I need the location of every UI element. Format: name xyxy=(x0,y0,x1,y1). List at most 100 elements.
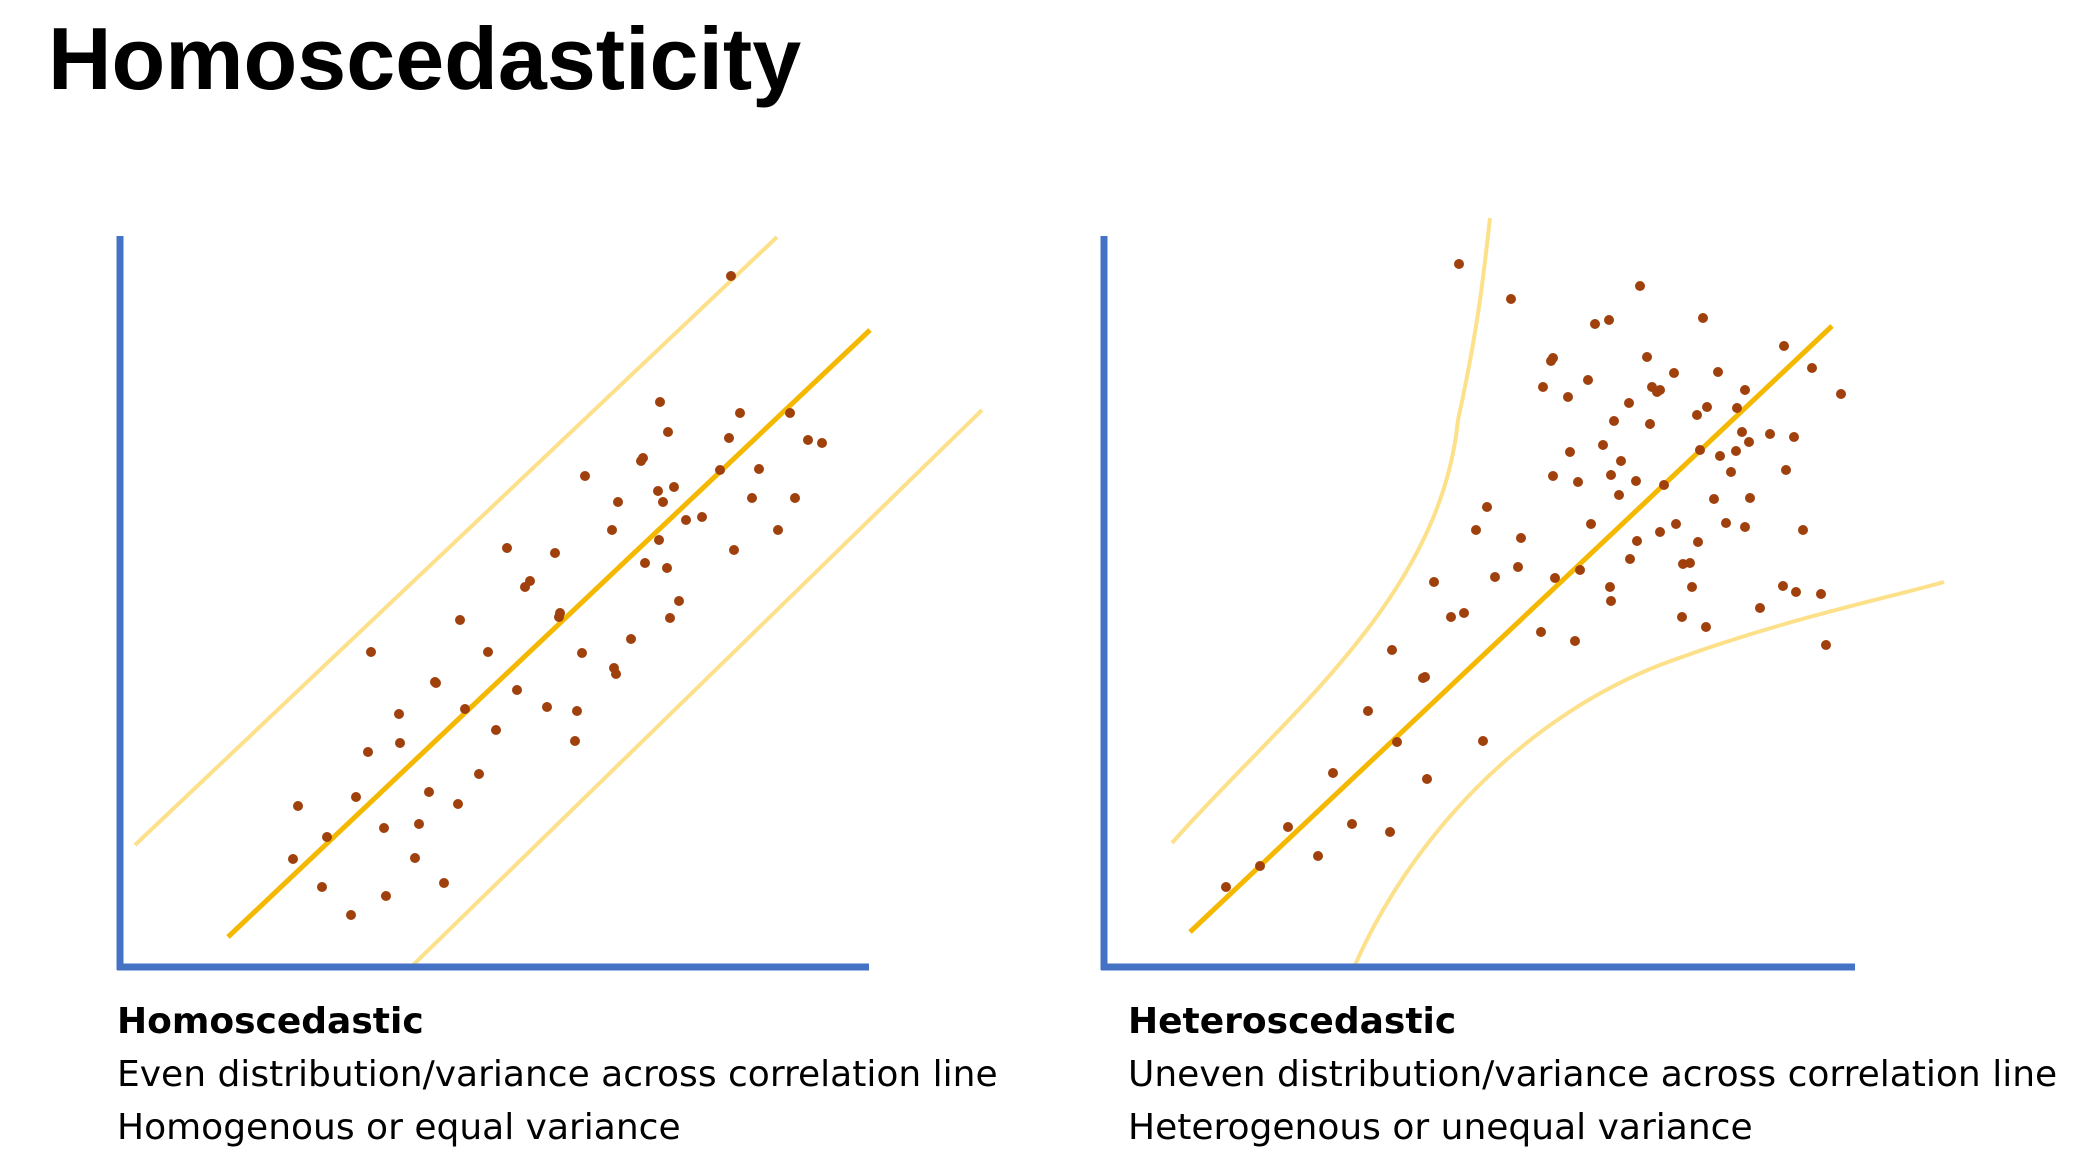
scatter-point xyxy=(1798,525,1808,535)
scatter-point xyxy=(351,792,361,802)
scatter-point xyxy=(1702,402,1712,412)
scatter-point xyxy=(1506,294,1516,304)
scatter-point xyxy=(1614,490,1624,500)
scatter-point xyxy=(1715,451,1725,461)
scatter-point xyxy=(424,787,434,797)
scatter-point xyxy=(729,545,739,555)
scatter-point xyxy=(1387,645,1397,655)
scatter-point xyxy=(1570,636,1580,646)
heteroscedastic-caption: Heteroscedastic Uneven distribution/vari… xyxy=(1128,995,2057,1154)
scatter-point xyxy=(1655,385,1665,395)
scatter-point xyxy=(502,543,512,553)
scatter-point xyxy=(1446,612,1456,622)
scatter-point xyxy=(395,738,405,748)
scatter-point xyxy=(609,663,619,673)
scatter-point xyxy=(1478,736,1488,746)
scatter-point xyxy=(1836,389,1846,399)
scatter-point xyxy=(1605,582,1615,592)
scatter-point xyxy=(1765,429,1775,439)
scatter-point xyxy=(1693,537,1703,547)
scatter-point xyxy=(525,576,535,586)
scatter-point xyxy=(1459,608,1469,618)
scatter-point xyxy=(1692,410,1702,420)
scatter-point xyxy=(715,465,725,475)
scatter-point xyxy=(1565,447,1575,457)
scatter-point xyxy=(580,471,590,481)
scatter-point xyxy=(1221,882,1231,892)
scatter-point xyxy=(322,832,332,842)
scatter-point xyxy=(293,801,303,811)
scatter-point xyxy=(1586,519,1596,529)
scatter-point xyxy=(735,408,745,418)
scatter-point xyxy=(697,512,707,522)
scatter-point xyxy=(1471,525,1481,535)
scatter-point xyxy=(640,558,650,568)
scatter-point xyxy=(747,493,757,503)
scatter-point xyxy=(1731,446,1741,456)
scatter-point xyxy=(1548,353,1558,363)
scatter-point xyxy=(626,634,636,644)
scatter-point xyxy=(570,736,580,746)
scatter-point xyxy=(665,613,675,623)
scatter-point xyxy=(1740,385,1750,395)
scatter-point xyxy=(1789,432,1799,442)
scatter-point xyxy=(1609,416,1619,426)
scatter-point xyxy=(654,535,664,545)
scatter-point xyxy=(483,647,493,657)
scatter-point xyxy=(1548,471,1558,481)
scatter-point xyxy=(1744,437,1754,447)
scatter-point xyxy=(1635,281,1645,291)
scatter-point xyxy=(453,799,463,809)
caption-line: Heterogenous or unequal variance xyxy=(1128,1107,1753,1148)
scatter-point xyxy=(394,709,404,719)
scatter-point xyxy=(655,397,665,407)
scatter-point xyxy=(653,486,663,496)
homoscedastic-caption: Homoscedastic Even distribution/variance… xyxy=(117,995,998,1154)
scatter-point xyxy=(1513,562,1523,572)
scatter-point xyxy=(317,882,327,892)
scatter-point xyxy=(455,615,465,625)
scatter-point xyxy=(1392,737,1402,747)
scatter-point xyxy=(1698,313,1708,323)
scatter-point xyxy=(512,685,522,695)
scatter-point xyxy=(1563,392,1573,402)
scatter-point xyxy=(1659,480,1669,490)
scatter-point xyxy=(803,435,813,445)
right-scatter-points xyxy=(1221,259,1846,892)
scatter-point xyxy=(1781,465,1791,475)
scatter-point xyxy=(1573,477,1583,487)
scatter-point xyxy=(346,910,356,920)
scatter-point xyxy=(1745,493,1755,503)
scatter-point xyxy=(1606,596,1616,606)
scatter-point xyxy=(1575,565,1585,575)
scatter-point xyxy=(1687,582,1697,592)
scatter-point xyxy=(1536,627,1546,637)
scatter-point xyxy=(1671,519,1681,529)
scatter-point xyxy=(658,497,668,507)
scatter-point xyxy=(773,525,783,535)
scatter-point xyxy=(674,596,684,606)
scatter-point xyxy=(1821,640,1831,650)
scatter-point xyxy=(662,563,672,573)
scatter-point xyxy=(1283,822,1293,832)
scatter-point xyxy=(1429,577,1439,587)
scatter-point xyxy=(1678,559,1688,569)
scatter-point xyxy=(1709,494,1719,504)
scatter-point xyxy=(1695,445,1705,455)
scatter-point xyxy=(1732,403,1742,413)
scatter-point xyxy=(817,438,827,448)
scatter-point xyxy=(1632,536,1642,546)
scatter-point xyxy=(1713,367,1723,377)
scatter-point xyxy=(724,433,734,443)
scatter-point xyxy=(430,677,440,687)
left-regression-line xyxy=(226,328,872,939)
scatter-point xyxy=(1816,589,1826,599)
scatter-point xyxy=(785,408,795,418)
scatter-point xyxy=(636,456,646,466)
scatter-point xyxy=(1418,673,1428,683)
scatter-point xyxy=(577,648,587,658)
scatter-point xyxy=(1583,375,1593,385)
scatter-point xyxy=(1482,502,1492,512)
scatter-point xyxy=(1645,419,1655,429)
right-band-upper xyxy=(1170,217,1492,845)
